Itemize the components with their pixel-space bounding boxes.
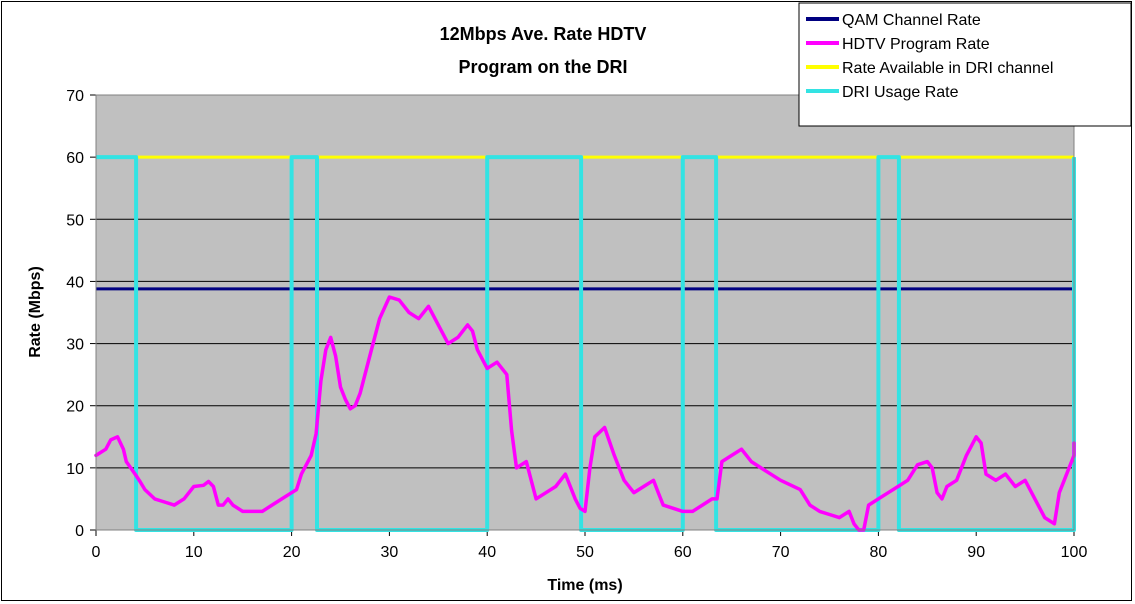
x-tick-label: 40: [478, 544, 496, 561]
x-tick-label: 80: [870, 544, 888, 561]
chart-title-line-2: Program on the DRI: [458, 57, 627, 77]
legend-label-rate-available-in-dri-channel: Rate Available in DRI channel: [842, 60, 1053, 77]
x-tick-label: 30: [381, 544, 399, 561]
x-tick-label: 20: [283, 544, 301, 561]
x-tick-label: 10: [185, 544, 203, 561]
x-axis-ticks: 0 10 20 30 40 50 60 70 80 90 100: [92, 529, 1088, 561]
y-axis-ticks: 0 10 20 30 40 50 60 70: [66, 88, 97, 540]
legend-box: [798, 2, 1132, 127]
legend: QAM Channel Rate HDTV Program Rate Rate Av…: [798, 2, 1132, 127]
y-tick-label: 50: [66, 212, 84, 229]
chart-title-line-1: 12Mbps Ave. Rate HDTV: [440, 24, 647, 44]
y-tick-label: 0: [75, 523, 84, 540]
y-tick-label: 10: [66, 461, 84, 478]
y-tick-label: 60: [66, 150, 84, 167]
x-tick-label: 100: [1061, 544, 1088, 561]
legend-items: QAM Channel Rate HDTV Program Rate Rate Av…: [806, 12, 1053, 101]
x-tick-label: 60: [674, 544, 692, 561]
plot-border: [95, 94, 1075, 531]
x-tick-label: 50: [576, 544, 594, 561]
y-tick-label: 20: [66, 399, 84, 416]
series-line-hdtv-program-rate: [94, 295, 1076, 532]
x-axis-title: Time (ms): [547, 577, 622, 594]
x-tick-label: 0: [92, 544, 101, 561]
y-tick-label: 30: [66, 337, 84, 354]
plot-area: [96, 95, 1074, 530]
y-axis-title: Rate (Mbps): [27, 266, 44, 358]
legend-label-qam-channel-rate: QAM Channel Rate: [842, 12, 981, 29]
legend-label-hdtv-program-rate: HDTV Program Rate: [842, 36, 990, 53]
x-tick-label: 70: [772, 544, 790, 561]
legend-label-dri-usage-rate: DRI Usage Rate: [842, 84, 959, 101]
y-tick-label: 40: [66, 274, 84, 291]
x-tick-label: 90: [967, 544, 985, 561]
y-tick-label: 70: [66, 88, 84, 105]
